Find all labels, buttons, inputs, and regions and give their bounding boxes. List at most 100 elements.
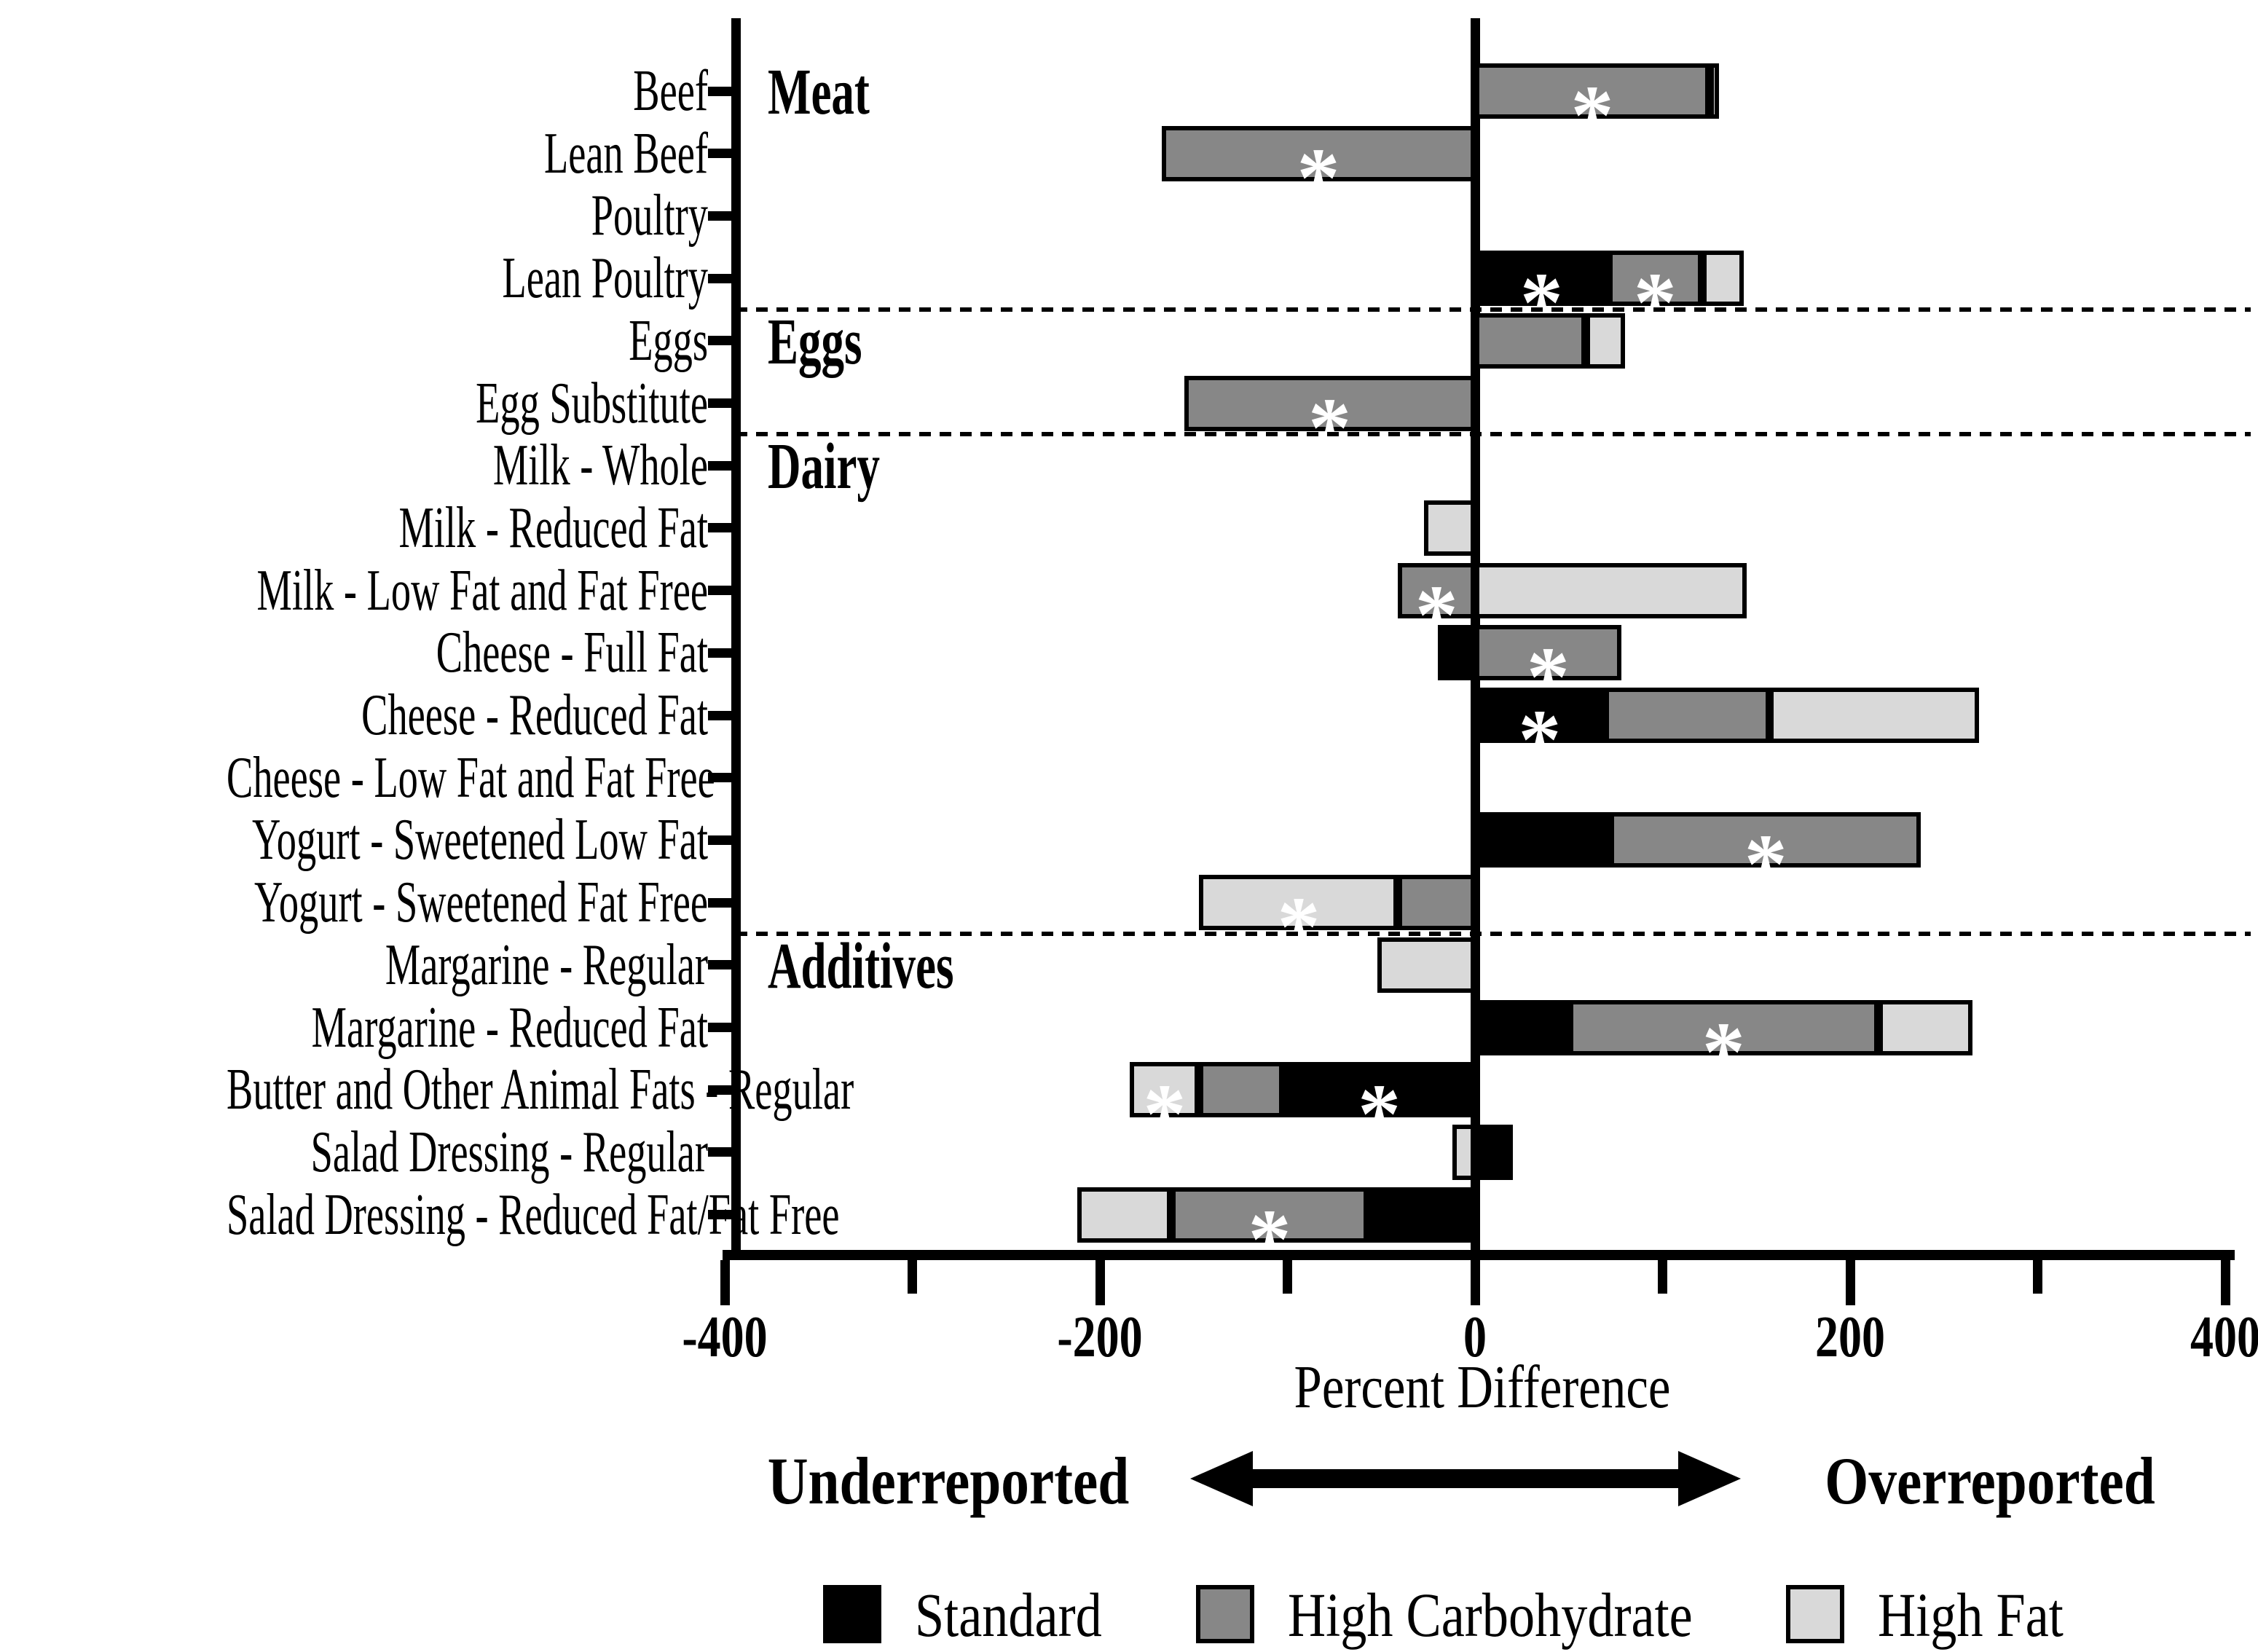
bar-segment-high-carbohydrate [1605,688,1770,743]
category-tick [708,149,731,159]
category-label: Margarine - Regular [385,932,708,997]
x-tick-label: 200 [1815,1305,1885,1369]
x-axis-title: Percent Difference [1294,1353,1671,1421]
category-tick [708,460,731,471]
arrow-right-icon [1678,1451,1741,1506]
category-tick [708,1023,731,1032]
bar-segment-high-fat [1377,937,1475,993]
bar-segment-high-carbohydrate [1475,63,1710,119]
bar-segment-high-carbohydrate [1608,251,1702,307]
group-label-eggs: Eggs [768,305,862,378]
bar-segment-high-carbohydrate [1475,312,1586,369]
bar-segment-high-fat [1424,500,1475,556]
category-tick [708,336,731,346]
x-axis-minor-tick [2033,1260,2042,1294]
legend-swatch-high-fat [1786,1585,1844,1643]
bar-segment-high-fat [1769,688,1979,743]
group-separator-line [736,432,2251,437]
x-axis-minor-tick [1658,1260,1667,1294]
bar-segment-high-carbohydrate [1171,1187,1368,1243]
group-label-additives: Additives [768,929,954,1002]
category-label: Milk - Reduced Fat [398,495,708,560]
x-axis-major-tick [1095,1260,1105,1305]
bar-segment-high-fat [1702,251,1744,307]
bar-segment-high-fat [1077,1187,1171,1243]
category-tick [708,648,731,658]
group-label-dairy: Dairy [768,430,880,503]
x-axis-minor-tick [908,1260,917,1294]
category-tick [708,960,731,970]
bar-segment-high-carbohydrate [1199,1062,1283,1118]
bar-segment-high-fat [1710,63,1719,119]
bar-segment-high-fat [1452,1124,1475,1180]
category-tick [708,1147,731,1157]
category-tick [708,586,731,596]
legend-swatch-standard [823,1585,881,1643]
category-tick [708,398,731,408]
category-label: Lean Poultry [502,246,708,311]
category-tick [708,897,731,908]
category-label: Lean Beef [543,121,708,186]
double-arrow-shaft [1247,1469,1684,1488]
bar-segment-high-carbohydrate [1162,125,1475,181]
x-axis-baseline [723,1250,2235,1260]
bar-segment-standard [1475,1124,1513,1180]
x-tick-label: -400 [682,1305,768,1369]
legend-label-high-carbohydrate: High Carbohydrate [1288,1580,1693,1650]
bar-segment-high-fat [1438,625,1447,681]
category-tick [708,835,731,845]
bar-segment-standard [1283,1062,1475,1118]
bar-segment-high-fat [1879,999,1972,1055]
category-tick [708,773,731,783]
x-axis-major-tick [2220,1260,2230,1305]
category-label: Cheese - Low Fat and Fat Free [227,745,715,810]
x-tick-label: -200 [1057,1305,1143,1369]
category-tick [708,1085,731,1095]
category-tick [708,523,731,533]
bar-segment-standard [1475,251,1608,307]
bar-segment-high-carbohydrate [1475,625,1621,681]
category-label: Egg Substitute [476,371,708,436]
group-separator-line [736,307,2251,312]
group-label-meat: Meat [768,56,870,128]
x-tick-label: 400 [2190,1305,2258,1369]
category-label: Salad Dressing - Regular [310,1120,708,1184]
category-tick [708,710,731,720]
legend-label-standard: Standard [915,1580,1102,1650]
x-axis-major-tick [1470,1260,1480,1305]
arrow-left-icon [1190,1451,1253,1506]
bar-segment-high-carbohydrate [1610,812,1921,868]
category-label: Cheese - Reduced Fat [361,683,708,747]
bar-segment-high-carbohydrate [1398,562,1475,618]
bar-segment-standard [1445,625,1475,681]
category-label: Eggs [629,308,708,373]
legend-label-high-fat: High Fat [1878,1580,2064,1650]
bar-segment-high-carbohydrate [1398,875,1475,931]
bar-segment-high-fat [1130,1062,1199,1118]
x-axis-major-tick [1845,1260,1855,1305]
category-tick [708,211,731,221]
bar-segment-standard [1475,999,1569,1055]
bar-segment-high-carbohydrate [1184,375,1475,431]
y-axis-spine [731,18,741,1260]
category-label: Margarine - Reduced Fat [311,995,708,1060]
category-tick [708,273,731,283]
category-label: Salad Dressing - Reduced Fat/Fat Free [227,1182,840,1247]
bar-segment-high-fat [1586,312,1625,369]
legend-swatch-high-carbohydrate [1196,1585,1254,1643]
x-axis-major-tick [720,1260,730,1305]
category-label: Cheese - Full Fat [436,621,708,685]
bar-segment-high-fat [1475,562,1747,618]
category-label: Poultry [591,184,708,248]
x-axis-minor-tick [1283,1260,1292,1294]
underreported-label: Underreported [767,1444,1130,1518]
category-label: Butter and Other Animal Fats - Regular [227,1058,854,1122]
group-separator-line [736,931,2251,936]
overreported-label: Overreported [1825,1444,2155,1518]
category-label: Milk - Whole [492,433,708,498]
bar-segment-standard [1475,688,1605,743]
category-tick [708,86,731,96]
bar-segment-high-carbohydrate [1569,999,1879,1055]
category-tick [708,1210,731,1220]
